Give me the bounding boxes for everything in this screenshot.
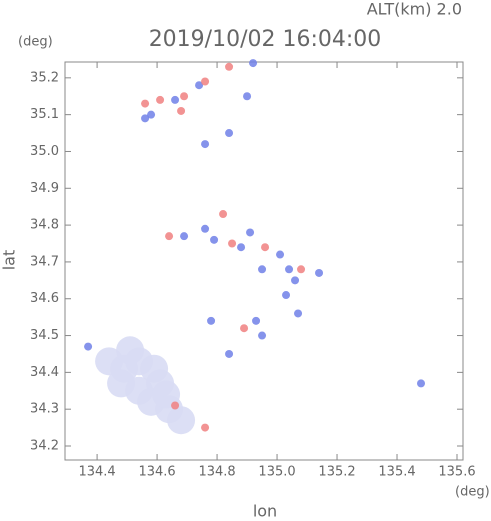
- echo-point: [252, 316, 261, 325]
- echo-point: [167, 406, 196, 435]
- echo-point: [180, 92, 189, 101]
- echo-point: [156, 95, 165, 104]
- echo-point: [219, 210, 228, 219]
- y-tick-label: 34.5: [30, 328, 59, 343]
- chart-title: 2019/10/02 16:04:00: [149, 27, 382, 52]
- echo-point: [195, 81, 204, 90]
- x-tick-label: 135.4: [378, 465, 415, 480]
- x-unit: (deg): [455, 485, 490, 500]
- y-tick-label: 35.2: [30, 70, 59, 85]
- y-tick-label: 34.8: [30, 218, 59, 233]
- echo-point: [201, 140, 210, 149]
- x-tick-label: 134.4: [78, 465, 115, 480]
- echo-point: [246, 228, 255, 237]
- echo-point: [177, 106, 186, 115]
- echo-point: [225, 129, 234, 138]
- x-tick-label: 135.6: [438, 465, 475, 480]
- y-unit: (deg): [18, 35, 53, 50]
- echo-point: [228, 239, 237, 248]
- altitude-label: ALT(km) 2.0: [367, 0, 462, 19]
- echo-point: [180, 232, 189, 241]
- x-axis-label: lon: [253, 502, 277, 521]
- y-tick-label: 34.2: [30, 439, 59, 454]
- echo-point: [210, 235, 219, 244]
- echo-point: [171, 401, 180, 410]
- y-axis-label: lat: [0, 250, 19, 271]
- echo-point: [291, 276, 300, 285]
- echo-point: [201, 224, 210, 233]
- echo-point: [201, 77, 210, 86]
- echo-point: [294, 309, 303, 318]
- echo-point: [285, 265, 294, 274]
- y-tick-label: 35.1: [30, 107, 59, 122]
- echo-point: [147, 110, 156, 119]
- x-tick-label: 134.8: [198, 465, 235, 480]
- echo-point: [225, 349, 234, 358]
- echo-point: [249, 59, 258, 68]
- echo-point: [237, 243, 246, 252]
- echo-point: [201, 423, 210, 432]
- echo-point: [141, 99, 150, 108]
- echo-point: [116, 336, 145, 365]
- echo-point: [261, 243, 270, 252]
- echo-point: [152, 380, 181, 409]
- x-tick-label: 134.6: [138, 465, 175, 480]
- y-tick-label: 34.3: [30, 402, 59, 417]
- echo-point: [225, 62, 234, 71]
- echo-point: [207, 316, 216, 325]
- echo-point: [258, 265, 267, 274]
- echo-point: [276, 250, 285, 259]
- y-tick-label: 34.7: [30, 254, 59, 269]
- x-tick-label: 135.0: [258, 465, 295, 480]
- y-tick-label: 34.4: [30, 365, 59, 380]
- echo-point: [315, 268, 324, 277]
- echo-point: [240, 324, 249, 333]
- echo-point: [165, 232, 174, 241]
- echo-point: [243, 92, 252, 101]
- y-tick-label: 35.0: [30, 144, 59, 159]
- echo-point: [297, 265, 306, 274]
- echo-point: [84, 342, 93, 351]
- echo-point: [258, 331, 267, 340]
- y-tick-label: 34.6: [30, 291, 59, 306]
- plot-frame: [64, 61, 464, 461]
- y-tick-label: 34.9: [30, 181, 59, 196]
- echo-point: [171, 95, 180, 104]
- echo-point: [282, 291, 291, 300]
- echo-point: [417, 379, 426, 388]
- echo-point: [141, 114, 150, 123]
- x-tick-label: 135.2: [318, 465, 355, 480]
